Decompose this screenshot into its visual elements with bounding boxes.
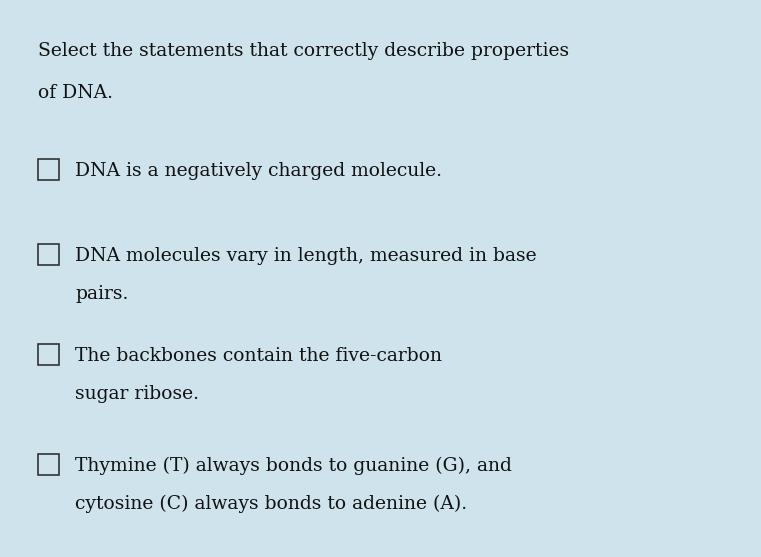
Text: Select the statements that correctly describe properties: Select the statements that correctly des… — [38, 42, 569, 60]
Text: of DNA.: of DNA. — [38, 84, 113, 102]
Text: Thymine (T) always bonds to guanine (G), and: Thymine (T) always bonds to guanine (G),… — [75, 457, 512, 475]
Text: DNA is a negatively charged molecule.: DNA is a negatively charged molecule. — [75, 162, 442, 180]
Bar — [38, 244, 59, 265]
Text: DNA molecules vary in length, measured in base: DNA molecules vary in length, measured i… — [75, 247, 537, 265]
Bar — [38, 159, 59, 180]
Text: cytosine (C) always bonds to adenine (A).: cytosine (C) always bonds to adenine (A)… — [75, 495, 467, 513]
Bar — [38, 454, 59, 475]
Text: sugar ribose.: sugar ribose. — [75, 385, 199, 403]
Text: pairs.: pairs. — [75, 285, 129, 303]
Bar — [38, 344, 59, 365]
Text: The backbones contain the five-carbon: The backbones contain the five-carbon — [75, 347, 442, 365]
